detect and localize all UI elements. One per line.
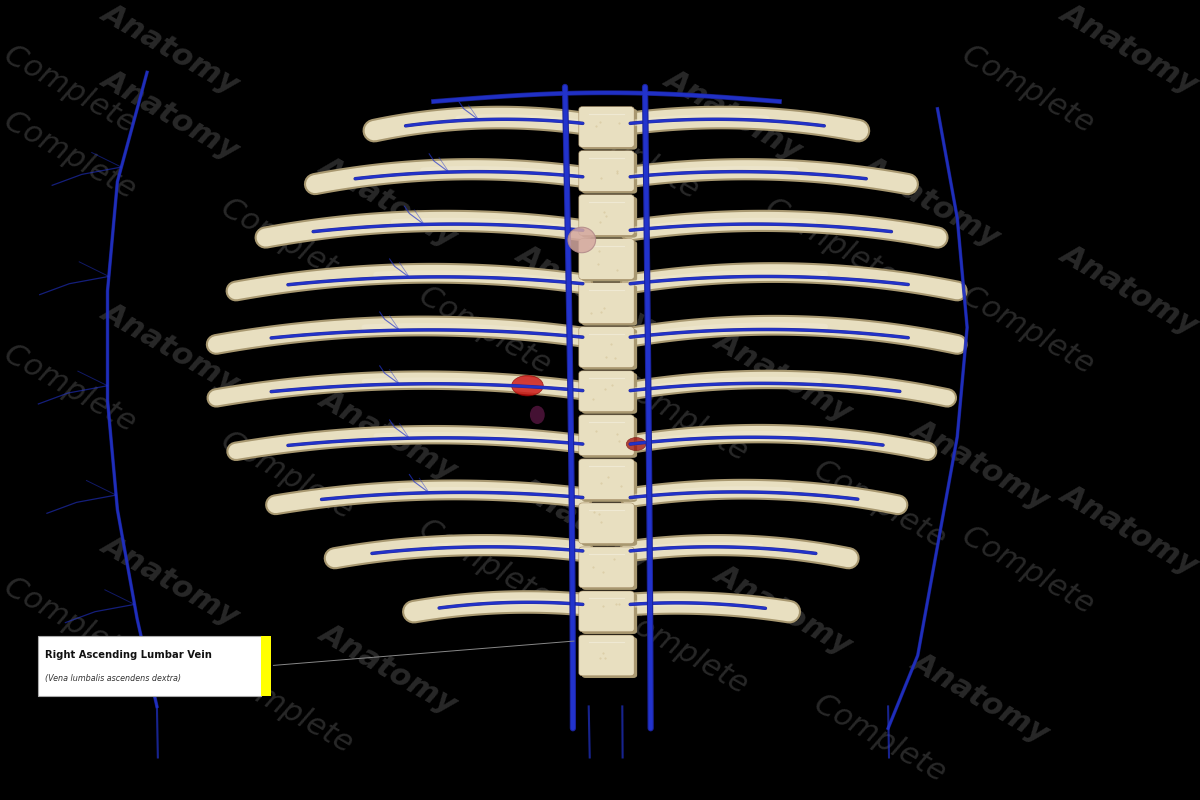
FancyBboxPatch shape (578, 106, 634, 147)
Text: Anatomy: Anatomy (512, 238, 660, 340)
Text: Complete: Complete (958, 281, 1108, 384)
FancyBboxPatch shape (578, 282, 634, 323)
FancyBboxPatch shape (582, 461, 637, 502)
FancyBboxPatch shape (582, 593, 637, 634)
FancyBboxPatch shape (582, 109, 637, 150)
Text: Complete: Complete (612, 601, 762, 705)
Text: Complete: Complete (0, 40, 149, 143)
Text: Right Ascending Lumbar Vein: Right Ascending Lumbar Vein (46, 650, 212, 661)
Text: Anatomy: Anatomy (1056, 0, 1200, 100)
FancyBboxPatch shape (578, 150, 634, 191)
Text: Complete: Complete (612, 368, 762, 471)
Text: Complete: Complete (562, 106, 713, 209)
Text: Complete: Complete (958, 521, 1108, 625)
Text: Complete: Complete (414, 514, 564, 617)
Text: Anatomy: Anatomy (97, 0, 245, 100)
FancyBboxPatch shape (582, 197, 637, 238)
FancyBboxPatch shape (578, 591, 634, 632)
Ellipse shape (530, 406, 545, 424)
FancyBboxPatch shape (582, 153, 637, 194)
Text: Anatomy: Anatomy (512, 472, 660, 574)
FancyBboxPatch shape (578, 371, 634, 412)
Text: Anatomy: Anatomy (97, 64, 245, 166)
Text: Complete: Complete (0, 106, 149, 209)
Ellipse shape (626, 438, 646, 450)
FancyBboxPatch shape (578, 326, 634, 367)
FancyBboxPatch shape (582, 285, 637, 326)
Ellipse shape (511, 375, 544, 396)
Text: Anatomy: Anatomy (314, 384, 462, 486)
FancyBboxPatch shape (578, 503, 634, 544)
Text: Anatomy: Anatomy (314, 151, 462, 253)
Text: Complete: Complete (0, 572, 149, 675)
Text: Anatomy: Anatomy (1056, 238, 1200, 340)
Text: Anatomy: Anatomy (710, 326, 857, 428)
FancyBboxPatch shape (582, 417, 637, 458)
Text: Complete: Complete (414, 281, 564, 384)
Text: Anatomy: Anatomy (710, 559, 857, 661)
FancyBboxPatch shape (578, 547, 634, 588)
Text: Complete: Complete (216, 193, 366, 297)
Text: Anatomy: Anatomy (907, 646, 1055, 749)
Text: Complete: Complete (216, 659, 366, 763)
FancyBboxPatch shape (582, 241, 637, 282)
Text: Anatomy: Anatomy (314, 618, 462, 719)
FancyBboxPatch shape (38, 636, 260, 695)
Ellipse shape (568, 227, 595, 253)
Text: Complete: Complete (809, 455, 959, 559)
FancyBboxPatch shape (260, 636, 270, 695)
Text: Anatomy: Anatomy (97, 530, 245, 632)
FancyBboxPatch shape (578, 194, 634, 235)
Text: Anatomy: Anatomy (97, 297, 245, 398)
Text: Complete: Complete (0, 338, 149, 442)
FancyBboxPatch shape (578, 635, 634, 676)
FancyBboxPatch shape (582, 505, 637, 546)
Text: Complete: Complete (760, 193, 910, 297)
FancyBboxPatch shape (578, 238, 634, 279)
Text: Complete: Complete (216, 426, 366, 530)
Text: Anatomy: Anatomy (907, 414, 1055, 515)
Text: (Vena lumbalis ascendens dextra): (Vena lumbalis ascendens dextra) (46, 674, 181, 683)
FancyBboxPatch shape (578, 415, 634, 456)
Text: Anatomy: Anatomy (858, 151, 1006, 253)
Text: Anatomy: Anatomy (1056, 479, 1200, 581)
Text: Anatomy: Anatomy (660, 64, 808, 166)
FancyBboxPatch shape (582, 329, 637, 370)
Text: Complete: Complete (809, 689, 959, 792)
FancyBboxPatch shape (582, 637, 637, 678)
FancyBboxPatch shape (578, 459, 634, 500)
FancyBboxPatch shape (582, 373, 637, 414)
FancyBboxPatch shape (582, 549, 637, 590)
Text: Complete: Complete (958, 40, 1108, 143)
